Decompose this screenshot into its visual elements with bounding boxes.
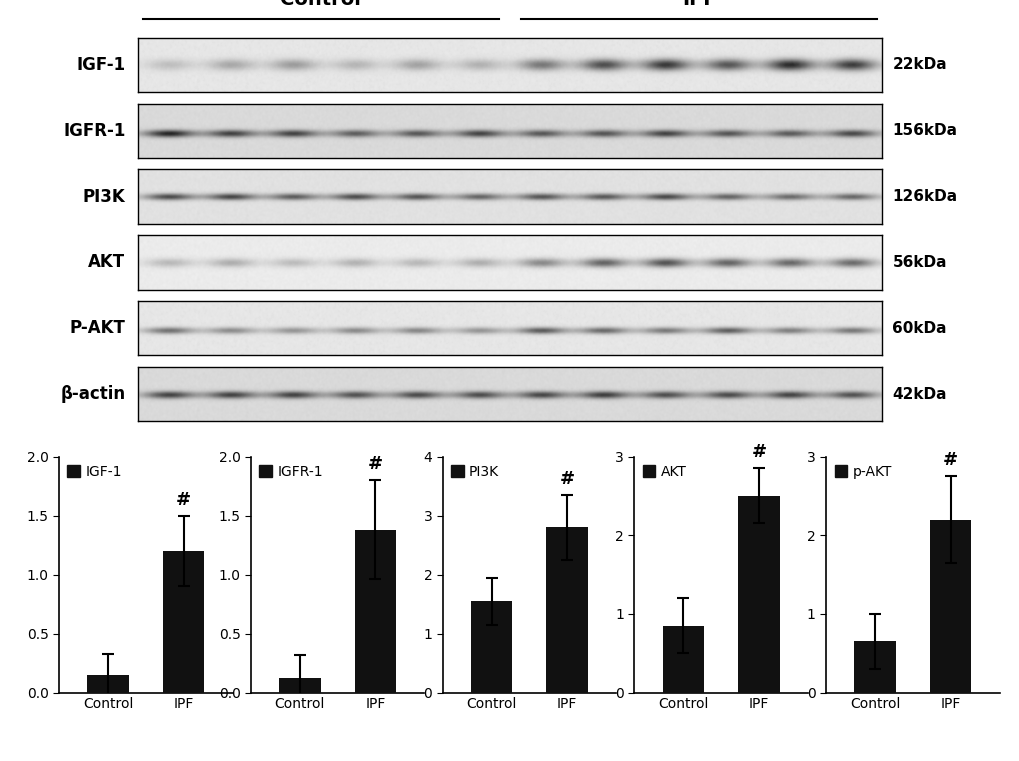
- Text: IPF: IPF: [682, 0, 715, 9]
- Bar: [88, 675, 128, 693]
- Bar: [738, 496, 779, 693]
- Text: IGF-1: IGF-1: [76, 56, 125, 74]
- Legend: PI3K: PI3K: [449, 463, 500, 480]
- Text: AKT: AKT: [89, 253, 125, 272]
- Text: #: #: [559, 470, 574, 488]
- Legend: AKT: AKT: [641, 463, 688, 480]
- Text: 60kDa: 60kDa: [892, 321, 946, 336]
- Text: 42kDa: 42kDa: [892, 387, 946, 402]
- Bar: [355, 530, 395, 693]
- Bar: [854, 642, 895, 693]
- Text: 56kDa: 56kDa: [892, 255, 946, 270]
- Legend: IGF-1: IGF-1: [66, 463, 123, 480]
- Text: #: #: [751, 444, 765, 461]
- Text: β-actin: β-actin: [60, 385, 125, 403]
- Text: #: #: [943, 451, 957, 470]
- Text: #: #: [176, 491, 191, 508]
- Text: #: #: [368, 455, 382, 473]
- Legend: IGFR-1: IGFR-1: [258, 463, 324, 480]
- Bar: [279, 678, 320, 693]
- Text: 126kDa: 126kDa: [892, 189, 957, 204]
- Bar: [471, 601, 512, 693]
- Text: 22kDa: 22kDa: [892, 57, 947, 72]
- Text: P-AKT: P-AKT: [69, 320, 125, 337]
- Bar: [662, 626, 703, 693]
- Bar: [546, 527, 587, 693]
- Bar: [163, 551, 204, 693]
- Text: Control: Control: [280, 0, 361, 9]
- Legend: p-AKT: p-AKT: [833, 463, 893, 480]
- Text: IGFR-1: IGFR-1: [63, 122, 125, 139]
- Text: 156kDa: 156kDa: [892, 123, 957, 138]
- Bar: [929, 520, 970, 693]
- Text: PI3K: PI3K: [83, 187, 125, 205]
